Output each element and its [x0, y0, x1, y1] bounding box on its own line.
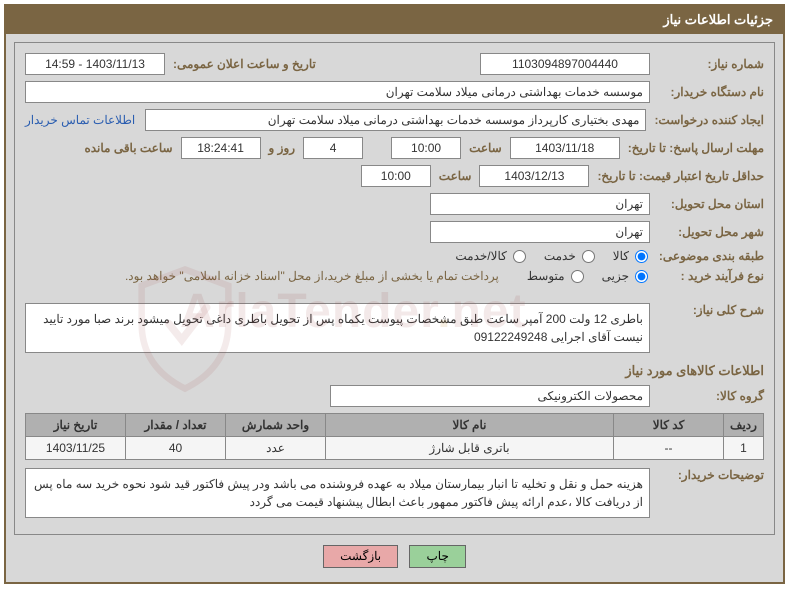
- row-description: شرح کلی نیاز: باطری 12 ولت 200 آمپر ساعت…: [25, 303, 764, 353]
- main-panel: جزئیات اطلاعات نیاز شماره نیاز: 11030948…: [4, 4, 785, 584]
- details-box: شماره نیاز: 1103094897004440 تاریخ و ساع…: [14, 42, 775, 535]
- requester-label: ایجاد کننده درخواست:: [650, 113, 764, 127]
- table-row: 1 -- باتری قابل شارژ عدد 40 1403/11/25: [26, 437, 764, 460]
- goods-table: ردیف کد کالا نام کالا واحد شمارش تعداد /…: [25, 413, 764, 460]
- button-row: چاپ بازگشت: [14, 535, 775, 574]
- cell-qty: 40: [126, 437, 226, 460]
- row-province: استان محل تحویل: تهران: [25, 193, 764, 215]
- radio-both-label: کالا/خدمت: [455, 249, 506, 263]
- deadline-time: 10:00: [391, 137, 461, 159]
- description-label: شرح کلی نیاز:: [654, 303, 764, 317]
- radio-partial[interactable]: [635, 270, 648, 283]
- deadline-label: مهلت ارسال پاسخ: تا تاریخ:: [624, 141, 764, 155]
- category-label: طبقه بندی موضوعی:: [654, 249, 764, 263]
- announce-value: 1403/11/13 - 14:59: [25, 53, 165, 75]
- buyer-org-label: نام دستگاه خریدار:: [654, 85, 764, 99]
- radio-goods[interactable]: [635, 250, 648, 263]
- province-label: استان محل تحویل:: [654, 197, 764, 211]
- cell-code: --: [614, 437, 724, 460]
- countdown-value: 18:24:41: [181, 137, 261, 159]
- buyer-notes-text: هزینه حمل و نقل و تخلیه تا انبار بیمارست…: [25, 468, 650, 518]
- panel-content: شماره نیاز: 1103094897004440 تاریخ و ساع…: [6, 34, 783, 582]
- province-value: تهران: [430, 193, 650, 215]
- days-and-label: روز و: [265, 141, 300, 155]
- print-button[interactable]: چاپ: [409, 545, 465, 568]
- deadline-date: 1403/11/18: [510, 137, 620, 159]
- buyer-notes-label: توضیحات خریدار:: [654, 468, 764, 482]
- remaining-label: ساعت باقی مانده: [80, 141, 176, 155]
- goods-group-label: گروه کالا:: [654, 389, 764, 403]
- row-buyer-notes: توضیحات خریدار: هزینه حمل و نقل و تخلیه …: [25, 468, 764, 518]
- goods-section-title: اطلاعات کالاهای مورد نیاز: [25, 363, 764, 379]
- th-unit: واحد شمارش: [226, 414, 326, 437]
- th-code: کد کالا: [614, 414, 724, 437]
- city-label: شهر محل تحویل:: [654, 225, 764, 239]
- back-button[interactable]: بازگشت: [323, 545, 398, 568]
- purchase-note: پرداخت تمام یا بخشی از مبلغ خرید،از محل …: [125, 269, 499, 283]
- radio-medium[interactable]: [571, 270, 584, 283]
- row-buyer-org: نام دستگاه خریدار: موسسه خدمات بهداشتی د…: [25, 81, 764, 103]
- time-label-1: ساعت: [465, 141, 506, 155]
- row-requester: ایجاد کننده درخواست: مهدی بختیاری کارپرد…: [25, 109, 764, 131]
- th-row: ردیف: [724, 414, 764, 437]
- table-header-row: ردیف کد کالا نام کالا واحد شمارش تعداد /…: [26, 414, 764, 437]
- th-qty: تعداد / مقدار: [126, 414, 226, 437]
- row-category: طبقه بندی موضوعی: کالا خدمت کالا/خدمت: [25, 249, 764, 263]
- validity-label: حداقل تاریخ اعتبار قیمت: تا تاریخ:: [593, 169, 764, 183]
- radio-both[interactable]: [513, 250, 526, 263]
- row-purchase-type: نوع فرآیند خرید : جزیی متوسط پرداخت تمام…: [25, 269, 764, 283]
- radio-partial-label: جزیی: [602, 269, 629, 283]
- panel-title: جزئیات اطلاعات نیاز: [663, 12, 773, 27]
- radio-service[interactable]: [582, 250, 595, 263]
- need-number-value: 1103094897004440: [480, 53, 650, 75]
- row-validity: حداقل تاریخ اعتبار قیمت: تا تاریخ: 1403/…: [25, 165, 764, 187]
- cell-unit: عدد: [226, 437, 326, 460]
- row-city: شهر محل تحویل: تهران: [25, 221, 764, 243]
- radio-medium-label: متوسط: [527, 269, 565, 283]
- goods-group-value: محصولات الکترونیکی: [330, 385, 650, 407]
- announce-label: تاریخ و ساعت اعلان عمومی:: [169, 57, 320, 71]
- validity-time: 10:00: [361, 165, 431, 187]
- row-goods-group: گروه کالا: محصولات الکترونیکی: [25, 385, 764, 407]
- days-value: 4: [303, 137, 363, 159]
- time-label-2: ساعت: [435, 169, 476, 183]
- radio-service-label: خدمت: [544, 249, 576, 263]
- th-date: تاریخ نیاز: [26, 414, 126, 437]
- cell-row: 1: [724, 437, 764, 460]
- contact-link[interactable]: اطلاعات تماس خریدار: [25, 113, 141, 127]
- row-deadline: مهلت ارسال پاسخ: تا تاریخ: 1403/11/18 سا…: [25, 137, 764, 159]
- panel-header: جزئیات اطلاعات نیاز: [6, 6, 783, 34]
- th-name: نام کالا: [326, 414, 614, 437]
- requester-value: مهدی بختیاری کارپرداز موسسه خدمات بهداشت…: [145, 109, 646, 131]
- validity-date: 1403/12/13: [479, 165, 589, 187]
- purchase-type-label: نوع فرآیند خرید :: [654, 269, 764, 283]
- buyer-org-value: موسسه خدمات بهداشتی درمانی میلاد سلامت ت…: [25, 81, 650, 103]
- radio-goods-label: کالا: [613, 249, 629, 263]
- need-number-label: شماره نیاز:: [654, 57, 764, 71]
- description-text: باطری 12 ولت 200 آمپر ساعت طبق مشخصات پی…: [25, 303, 650, 353]
- city-value: تهران: [430, 221, 650, 243]
- cell-name: باتری قابل شارژ: [326, 437, 614, 460]
- row-need-number: شماره نیاز: 1103094897004440 تاریخ و ساع…: [25, 53, 764, 75]
- cell-date: 1403/11/25: [26, 437, 126, 460]
